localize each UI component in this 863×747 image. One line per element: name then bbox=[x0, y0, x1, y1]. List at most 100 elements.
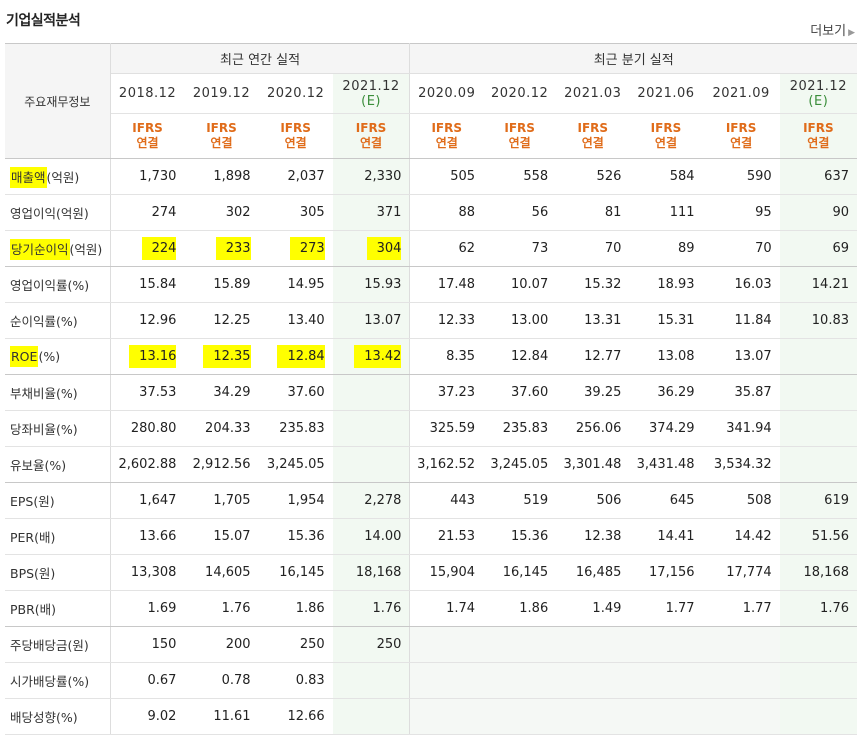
table-cell: 14,605 bbox=[184, 554, 259, 591]
consolidated-label: 연결 bbox=[807, 136, 830, 150]
table-cell bbox=[629, 698, 703, 735]
ifrs-header: IFRS 연결 bbox=[110, 113, 185, 159]
cell-value: 81 bbox=[604, 205, 622, 220]
cell-value: 17,156 bbox=[649, 565, 695, 580]
table-cell: 35.87 bbox=[702, 374, 780, 411]
table-cell: 3,162.52 bbox=[409, 446, 484, 483]
cell-value: 3,245.05 bbox=[266, 457, 325, 472]
table-cell: 51.56 bbox=[779, 518, 857, 555]
table-cell: 13.16 bbox=[110, 338, 185, 375]
cell-value: 16,485 bbox=[575, 565, 622, 580]
period-label: 2021.12 bbox=[342, 78, 400, 94]
table-cell: 374.29 bbox=[629, 410, 703, 447]
row-label: 주당배당금(원) bbox=[5, 626, 111, 663]
table-cell: 341.94 bbox=[702, 410, 780, 447]
period-label: 2020.12 bbox=[491, 86, 549, 101]
cell-value: 374.29 bbox=[649, 421, 695, 436]
table-cell bbox=[332, 374, 410, 411]
table-cell: 1.76 bbox=[779, 590, 857, 627]
cell-value: 1.74 bbox=[446, 601, 476, 616]
table-cell: 15.93 bbox=[332, 266, 410, 303]
table-cell: 1.69 bbox=[110, 590, 185, 627]
period-label: 2019.12 bbox=[192, 86, 251, 101]
financial-table: 주요재무정보 최근 연간 실적 최근 분기 실적 2018.12 2019.12 2… bbox=[5, 43, 857, 735]
table-cell: 15.36 bbox=[483, 518, 557, 555]
table-cell: 508 bbox=[702, 482, 780, 519]
cell-value: 15.93 bbox=[364, 277, 402, 292]
ifrs-label: IFRS bbox=[803, 121, 834, 135]
row-label: EPS(원) bbox=[5, 482, 111, 519]
cell-value: 14.95 bbox=[287, 277, 325, 292]
table-cell: 1.76 bbox=[332, 590, 410, 627]
row-label-unit: (억원) bbox=[69, 242, 103, 257]
ifrs-label: IFRS bbox=[431, 121, 462, 135]
consolidated-label: 연결 bbox=[435, 136, 458, 150]
cell-value: 2,037 bbox=[287, 169, 325, 184]
cell-value: 15.32 bbox=[584, 277, 622, 292]
row-label: ROE(%) bbox=[5, 338, 111, 375]
row-label: 부채비율(%) bbox=[5, 374, 111, 411]
cell-value: 16,145 bbox=[279, 565, 325, 580]
table-cell: 36.29 bbox=[629, 374, 703, 411]
table-cell: 37.60 bbox=[483, 374, 557, 411]
corner-header: 주요재무정보 bbox=[5, 43, 111, 159]
table-cell bbox=[779, 374, 857, 411]
cell-value: 637 bbox=[824, 169, 849, 184]
period-header: 2021.03 bbox=[556, 73, 630, 114]
table-cell: 15.36 bbox=[258, 518, 333, 555]
cell-value: 12.84 bbox=[511, 349, 549, 364]
cell-value: 2,912.56 bbox=[192, 457, 251, 472]
cell-value: 371 bbox=[376, 205, 402, 220]
period-header: 2021.06 bbox=[629, 73, 703, 114]
cell-value: 13.40 bbox=[287, 313, 325, 328]
table-cell: 1.77 bbox=[629, 590, 703, 627]
table-row: PER(배) 13.66 15.07 15.36 14.00 21.53 15.36 12.3… bbox=[5, 518, 857, 555]
table-cell: 62 bbox=[409, 230, 484, 267]
annual-group-header: 최근 연간 실적 bbox=[110, 43, 411, 74]
table-cell: 280.80 bbox=[110, 410, 185, 447]
more-link[interactable]: 더보기 ▶ bbox=[810, 20, 855, 39]
table-cell bbox=[779, 698, 857, 735]
period-header: 2021.12 (E) bbox=[332, 73, 410, 114]
cell-value: 73 bbox=[531, 241, 549, 256]
cell-value: 526 bbox=[596, 169, 622, 184]
table-cell: 1.86 bbox=[483, 590, 557, 627]
cell-value: 13.07 bbox=[734, 349, 772, 364]
cell-value: 13,308 bbox=[130, 565, 177, 580]
table-cell: 12.84 bbox=[483, 338, 557, 375]
row-label-highlight: 매출액 bbox=[10, 167, 47, 188]
cell-value: 506 bbox=[596, 493, 622, 508]
table-cell bbox=[779, 410, 857, 447]
table-cell bbox=[702, 698, 780, 735]
cell-value: 14.42 bbox=[734, 529, 772, 544]
table-cell: 274 bbox=[110, 194, 185, 231]
cell-value: 15.84 bbox=[139, 277, 177, 292]
cell-value: 35.87 bbox=[734, 385, 772, 400]
table-cell: 1.77 bbox=[702, 590, 780, 627]
table-cell: 37.53 bbox=[110, 374, 185, 411]
cell-value: 3,162.52 bbox=[417, 457, 476, 472]
period-header: 2020.12 bbox=[483, 73, 557, 114]
ifrs-header: IFRS 연결 bbox=[702, 113, 780, 159]
cell-value: 341.94 bbox=[726, 421, 772, 436]
row-label-unit: (억원) bbox=[46, 170, 80, 185]
cell-value: 1.76 bbox=[372, 601, 402, 616]
table-cell: 17,774 bbox=[702, 554, 780, 591]
table-cell: 325.59 bbox=[409, 410, 484, 447]
table-cell: 70 bbox=[702, 230, 780, 267]
table-cell: 526 bbox=[556, 158, 630, 195]
row-label: 시가배당률(%) bbox=[5, 662, 111, 699]
table-cell: 11.61 bbox=[184, 698, 259, 735]
cell-value: 15.07 bbox=[213, 529, 251, 544]
table-cell: 9.02 bbox=[110, 698, 185, 735]
cell-value: 9.02 bbox=[147, 709, 177, 724]
cell-value: 13.31 bbox=[584, 313, 622, 328]
table-cell: 14.21 bbox=[779, 266, 857, 303]
row-label: 영업이익률(%) bbox=[5, 266, 111, 303]
cell-value: 274 bbox=[151, 205, 177, 220]
cell-value: 11.61 bbox=[213, 709, 251, 724]
table-cell: 17.48 bbox=[409, 266, 484, 303]
cell-value: 590 bbox=[746, 169, 772, 184]
cell-value: 12.96 bbox=[139, 313, 177, 328]
table-cell: 13.40 bbox=[258, 302, 333, 339]
